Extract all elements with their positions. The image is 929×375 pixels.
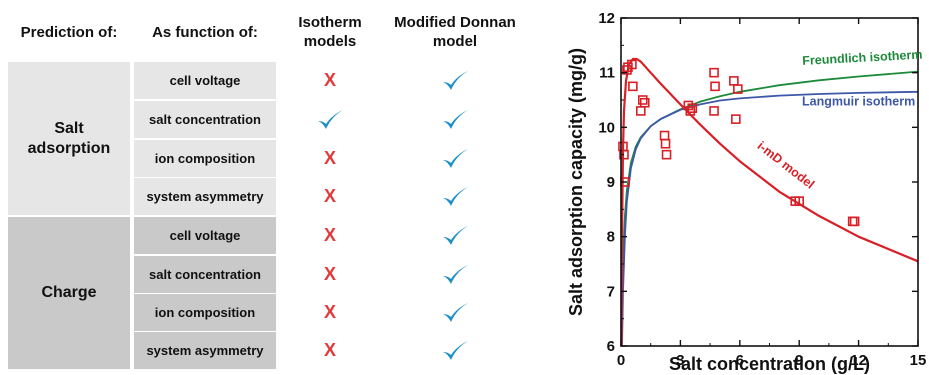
data-point <box>733 84 743 94</box>
x-axis-title: Salt concentration (g/L) <box>669 354 870 374</box>
x-tick-label: 3 <box>676 352 684 369</box>
data-point <box>685 106 696 116</box>
table-row: system asymmetry X <box>134 178 544 215</box>
condition-label: salt concentration <box>134 256 276 293</box>
curve-annotation: Langmuir isotherm <box>802 94 915 108</box>
data-point <box>622 65 632 75</box>
condition-label: system asymmetry <box>134 178 276 215</box>
x-tick-label: 6 <box>736 352 744 369</box>
data-point <box>636 106 646 116</box>
data-point <box>687 103 698 113</box>
plot-frame <box>620 17 919 347</box>
condition-label: ion composition <box>134 140 276 177</box>
curve-annotation: Freundlich isotherm <box>802 48 923 68</box>
y-tick-label: 11 <box>599 65 615 82</box>
data-point <box>709 106 719 116</box>
y-tick-label: 12 <box>598 10 615 27</box>
data-point <box>710 81 720 92</box>
cross-icon: X <box>323 302 336 322</box>
condition-label: ion composition <box>134 294 276 331</box>
header-isotherm-models: Isotherm models <box>298 14 362 50</box>
checkmark-icon <box>384 62 526 99</box>
table-row: ion composition X <box>134 140 544 177</box>
condition-label: system asymmetry <box>134 332 276 369</box>
group-charge: Charge <box>8 217 130 369</box>
cross-icon: X <box>323 148 336 168</box>
data-point <box>731 114 741 124</box>
data-point <box>627 59 637 70</box>
y-tick-label: 8 <box>607 229 615 246</box>
y-tick-label: 7 <box>607 283 615 300</box>
checkmark-icon <box>384 217 526 254</box>
header-as-function-of: As function of: <box>152 23 258 41</box>
table-row: system asymmetry X <box>134 332 544 369</box>
condition-label: cell voltage <box>134 62 276 99</box>
x-tick-label: 15 <box>910 352 927 369</box>
x-tick-label: 9 <box>795 352 803 369</box>
data-point <box>659 130 670 141</box>
curve-annotation: i-mD model <box>755 139 817 192</box>
table-row: salt concentration X <box>134 256 544 293</box>
cross-icon: X <box>323 70 336 90</box>
y-axis-title: Salt adsorption capacity (mg/g) <box>566 48 586 316</box>
checkmark-icon <box>384 332 526 369</box>
data-point <box>709 67 719 78</box>
checkmark-icon <box>384 140 526 177</box>
data-point <box>849 216 860 227</box>
checkmark-icon <box>384 178 526 215</box>
checkmark-icon <box>280 101 380 138</box>
checkmark-icon <box>384 256 526 293</box>
condition-label: salt concentration <box>134 101 276 138</box>
table-row: cell voltage X <box>134 62 544 99</box>
y-tick-label: 10 <box>598 119 615 136</box>
series-line <box>620 57 919 347</box>
checkmark-icon <box>384 294 526 331</box>
checkmark-icon <box>384 101 526 138</box>
series-line <box>621 90 919 347</box>
comparison-table: Prediction of: As function of: Isotherm … <box>8 14 544 369</box>
data-point <box>729 76 739 86</box>
data-point <box>619 149 629 160</box>
y-tick-label: 9 <box>607 174 615 191</box>
header-prediction-of: Prediction of: <box>20 23 118 41</box>
data-point <box>637 95 648 105</box>
cross-icon: X <box>323 340 336 360</box>
table-row: salt concentration <box>134 101 544 138</box>
data-point <box>639 97 650 108</box>
cross-icon: X <box>323 225 336 245</box>
table-row: ion composition X <box>134 294 544 331</box>
data-point <box>628 81 638 92</box>
y-tick-label: 6 <box>607 338 615 355</box>
cross-icon: X <box>323 264 336 284</box>
group-salt-adsorption: Salt adsorption <box>8 62 130 215</box>
cross-icon: X <box>323 186 336 206</box>
x-tick-label: 0 <box>617 352 625 369</box>
table-row: cell voltage X <box>134 217 544 254</box>
data-point <box>661 149 672 160</box>
header-modified-donnan-model: Modified Donnan model <box>394 14 516 50</box>
condition-label: cell voltage <box>134 217 276 254</box>
data-point <box>660 138 671 149</box>
data-point <box>794 196 804 206</box>
x-tick-label: 12 <box>850 352 867 369</box>
